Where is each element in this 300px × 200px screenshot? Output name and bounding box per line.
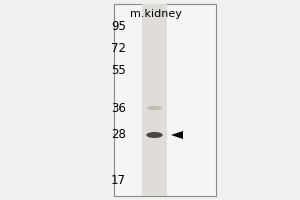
Text: 17: 17 <box>111 173 126 186</box>
Text: 55: 55 <box>111 64 126 76</box>
Text: m.kidney: m.kidney <box>130 9 182 19</box>
Text: 72: 72 <box>111 42 126 54</box>
Ellipse shape <box>146 132 163 138</box>
Ellipse shape <box>147 106 162 110</box>
Bar <box>142 4 167 196</box>
Polygon shape <box>171 131 183 139</box>
Text: 95: 95 <box>111 20 126 32</box>
Text: 28: 28 <box>111 128 126 140</box>
Text: 36: 36 <box>111 102 126 114</box>
Bar <box>114 4 216 196</box>
